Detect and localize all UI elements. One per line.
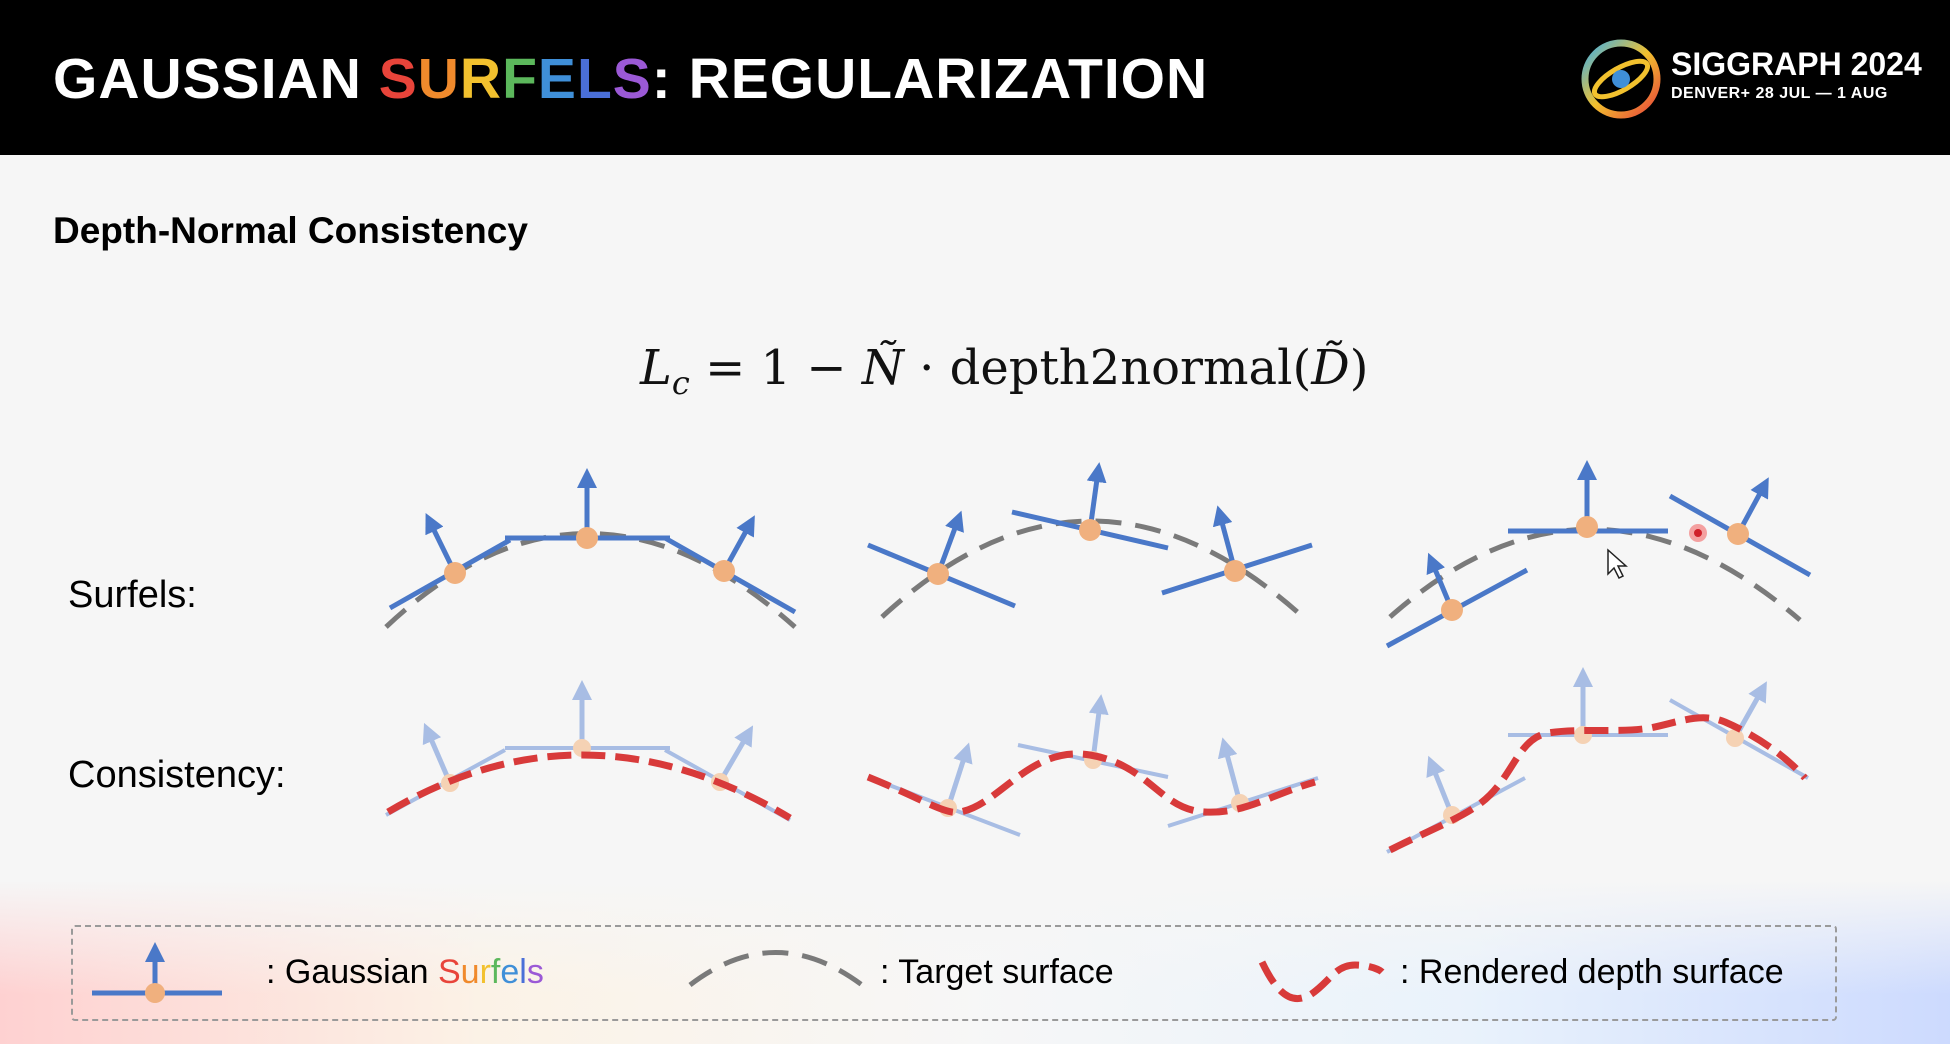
surfel bbox=[1385, 552, 1529, 649]
title-letter: E bbox=[537, 47, 577, 111]
surfel bbox=[867, 510, 1016, 609]
surfel bbox=[1668, 477, 1812, 578]
rendered-depth-curve bbox=[866, 750, 1316, 816]
siggraph-swirl-logo-icon bbox=[1581, 39, 1661, 119]
formula-function: depth2normal( bbox=[949, 340, 1312, 396]
conference-name: SIGGRAPH 2024 bbox=[1671, 46, 1922, 82]
title-letter: S bbox=[378, 47, 418, 111]
legend-letter: l bbox=[519, 953, 527, 991]
formula-close: ) bbox=[1349, 340, 1369, 396]
formula-lhs-subscript: c bbox=[671, 364, 690, 402]
laser-pointer-dot bbox=[1689, 524, 1707, 542]
legend-label-rendered-depth: : Rendered depth surface bbox=[1400, 953, 1784, 991]
bottom-glow-background bbox=[0, 880, 1950, 1044]
legend-letter: r bbox=[479, 953, 491, 991]
legend-letter: s bbox=[526, 953, 544, 991]
legend-rendered-depth-icon bbox=[1258, 960, 1385, 1002]
formula-minus: − bbox=[806, 340, 847, 396]
conference-dates: DENVER+ 28 JUL — 1 AUG bbox=[1671, 85, 1888, 102]
faded-surfels bbox=[1386, 667, 1809, 854]
rendered-depth-curve bbox=[1388, 714, 1808, 854]
legend-label-target-surface: : Target surface bbox=[880, 953, 1114, 991]
slide-title: GAUSSIAN SURFELS: REGULARIZATION bbox=[53, 45, 1208, 113]
rendered-depth-curve bbox=[386, 751, 792, 822]
title-prefix: GAUSSIAN bbox=[53, 47, 379, 111]
legend-surfel-icon bbox=[92, 942, 222, 1003]
surfel bbox=[663, 515, 797, 615]
legend-target-surface-icon bbox=[688, 950, 864, 988]
formula-dot: · bbox=[919, 340, 935, 396]
surfel bbox=[1161, 505, 1313, 596]
faded-surfels bbox=[867, 694, 1319, 837]
title-letter: F bbox=[502, 47, 538, 111]
formula-one: 1 bbox=[760, 340, 792, 396]
title-letter: L bbox=[576, 47, 613, 111]
formula-normal: Ñ bbox=[861, 340, 904, 396]
legend-letter: f bbox=[490, 953, 501, 991]
legend-letter: e bbox=[500, 953, 520, 991]
section-heading: Depth-Normal Consistency bbox=[53, 210, 528, 251]
legend-letter: S bbox=[437, 953, 461, 991]
loss-formula: Lc = 1 − Ñ · depth2normal(D̃) bbox=[640, 340, 1368, 402]
formula-equals: = bbox=[705, 340, 746, 396]
formula-lhs: L bbox=[640, 340, 672, 396]
title-rainbow-word: SURFELS bbox=[379, 47, 652, 111]
cursor-icon bbox=[1607, 548, 1628, 580]
legend-box bbox=[71, 925, 1837, 1021]
row-label-consistency: Consistency: bbox=[68, 754, 286, 796]
surfel bbox=[1011, 462, 1169, 551]
legend-label-gaussian-surfels: : Gaussian Surfels bbox=[266, 953, 544, 992]
surfel bbox=[1508, 460, 1668, 538]
row-label-surfels: Surfels: bbox=[68, 574, 197, 616]
title-letter: R bbox=[459, 47, 503, 111]
surfel bbox=[388, 513, 512, 611]
title-letter: S bbox=[612, 47, 652, 111]
surfel bbox=[505, 468, 670, 549]
formula-depth: D̃ bbox=[1311, 340, 1350, 396]
title-suffix: : REGULARIZATION bbox=[651, 47, 1209, 111]
title-letter: U bbox=[417, 47, 460, 111]
legend-rainbow-word: Surfels bbox=[438, 953, 544, 991]
legend-surfels-prefix: : Gaussian bbox=[266, 953, 438, 991]
legend-letter: u bbox=[460, 953, 480, 991]
